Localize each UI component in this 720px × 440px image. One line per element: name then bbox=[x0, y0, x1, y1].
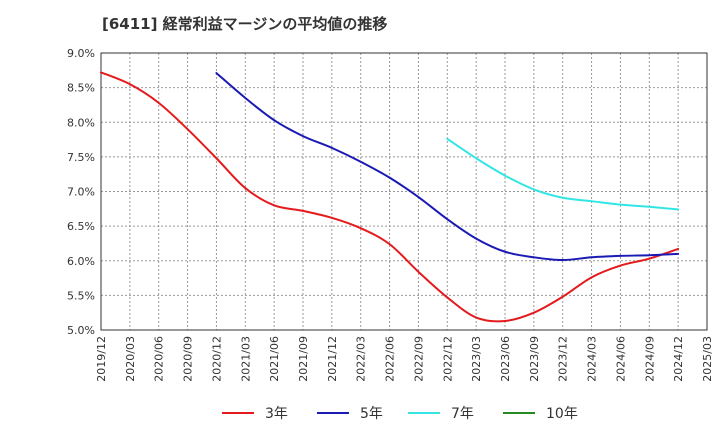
x-tick-label: 2020/06 bbox=[153, 336, 166, 382]
legend-label-3: 10年 bbox=[546, 406, 578, 422]
y-tick-label: 8.0% bbox=[67, 116, 95, 129]
legend-label-2: 7年 bbox=[451, 406, 474, 422]
x-tick-label: 2021/09 bbox=[297, 336, 310, 382]
y-tick-label: 6.0% bbox=[67, 255, 95, 268]
series-line-1 bbox=[215, 72, 680, 262]
x-tick-label: 2025/03 bbox=[701, 336, 714, 382]
x-tick-label: 2024/06 bbox=[614, 336, 627, 382]
x-tick-label: 2024/03 bbox=[586, 336, 599, 382]
plot-frame bbox=[100, 52, 708, 331]
series-line-0 bbox=[100, 71, 680, 323]
x-tick-label: 2019/12 bbox=[95, 336, 108, 382]
legend-label-0: 3年 bbox=[265, 406, 288, 422]
x-tick-label: 2023/12 bbox=[557, 336, 570, 382]
x-tick-label: 2021/03 bbox=[239, 336, 252, 382]
y-tick-label: 8.5% bbox=[67, 82, 95, 95]
y-tick-label: 5.0% bbox=[67, 324, 95, 337]
x-tick-label: 2024/12 bbox=[672, 336, 685, 382]
x-tick-label: 2024/09 bbox=[643, 336, 656, 382]
x-tick-label: 2021/06 bbox=[268, 336, 281, 382]
x-tick-label: 2021/12 bbox=[326, 336, 339, 382]
x-tick-label: 2020/03 bbox=[124, 336, 137, 382]
x-tick-label: 2022/03 bbox=[355, 336, 368, 382]
x-tick-label: 2023/03 bbox=[470, 336, 483, 382]
x-tick-label: 2020/09 bbox=[182, 336, 195, 382]
x-tick-label: 2023/06 bbox=[499, 336, 512, 382]
y-tick-label: 7.5% bbox=[67, 151, 95, 164]
x-tick-label: 2022/12 bbox=[441, 336, 454, 382]
y-tick-label: 7.0% bbox=[67, 186, 95, 199]
x-tick-label: 2023/09 bbox=[528, 336, 541, 382]
y-tick-label: 9.0% bbox=[67, 47, 95, 60]
y-tick-label: 5.5% bbox=[67, 289, 95, 302]
x-tick-label: 2020/12 bbox=[210, 336, 223, 382]
x-tick-label: 2022/09 bbox=[412, 336, 425, 382]
x-tick-label: 2022/06 bbox=[384, 336, 397, 382]
legend-label-1: 5年 bbox=[360, 406, 383, 422]
y-tick-label: 6.5% bbox=[67, 220, 95, 233]
chart-title: [6411] 経常利益マージンの平均値の推移 bbox=[102, 15, 388, 33]
series-line-2 bbox=[446, 137, 680, 211]
